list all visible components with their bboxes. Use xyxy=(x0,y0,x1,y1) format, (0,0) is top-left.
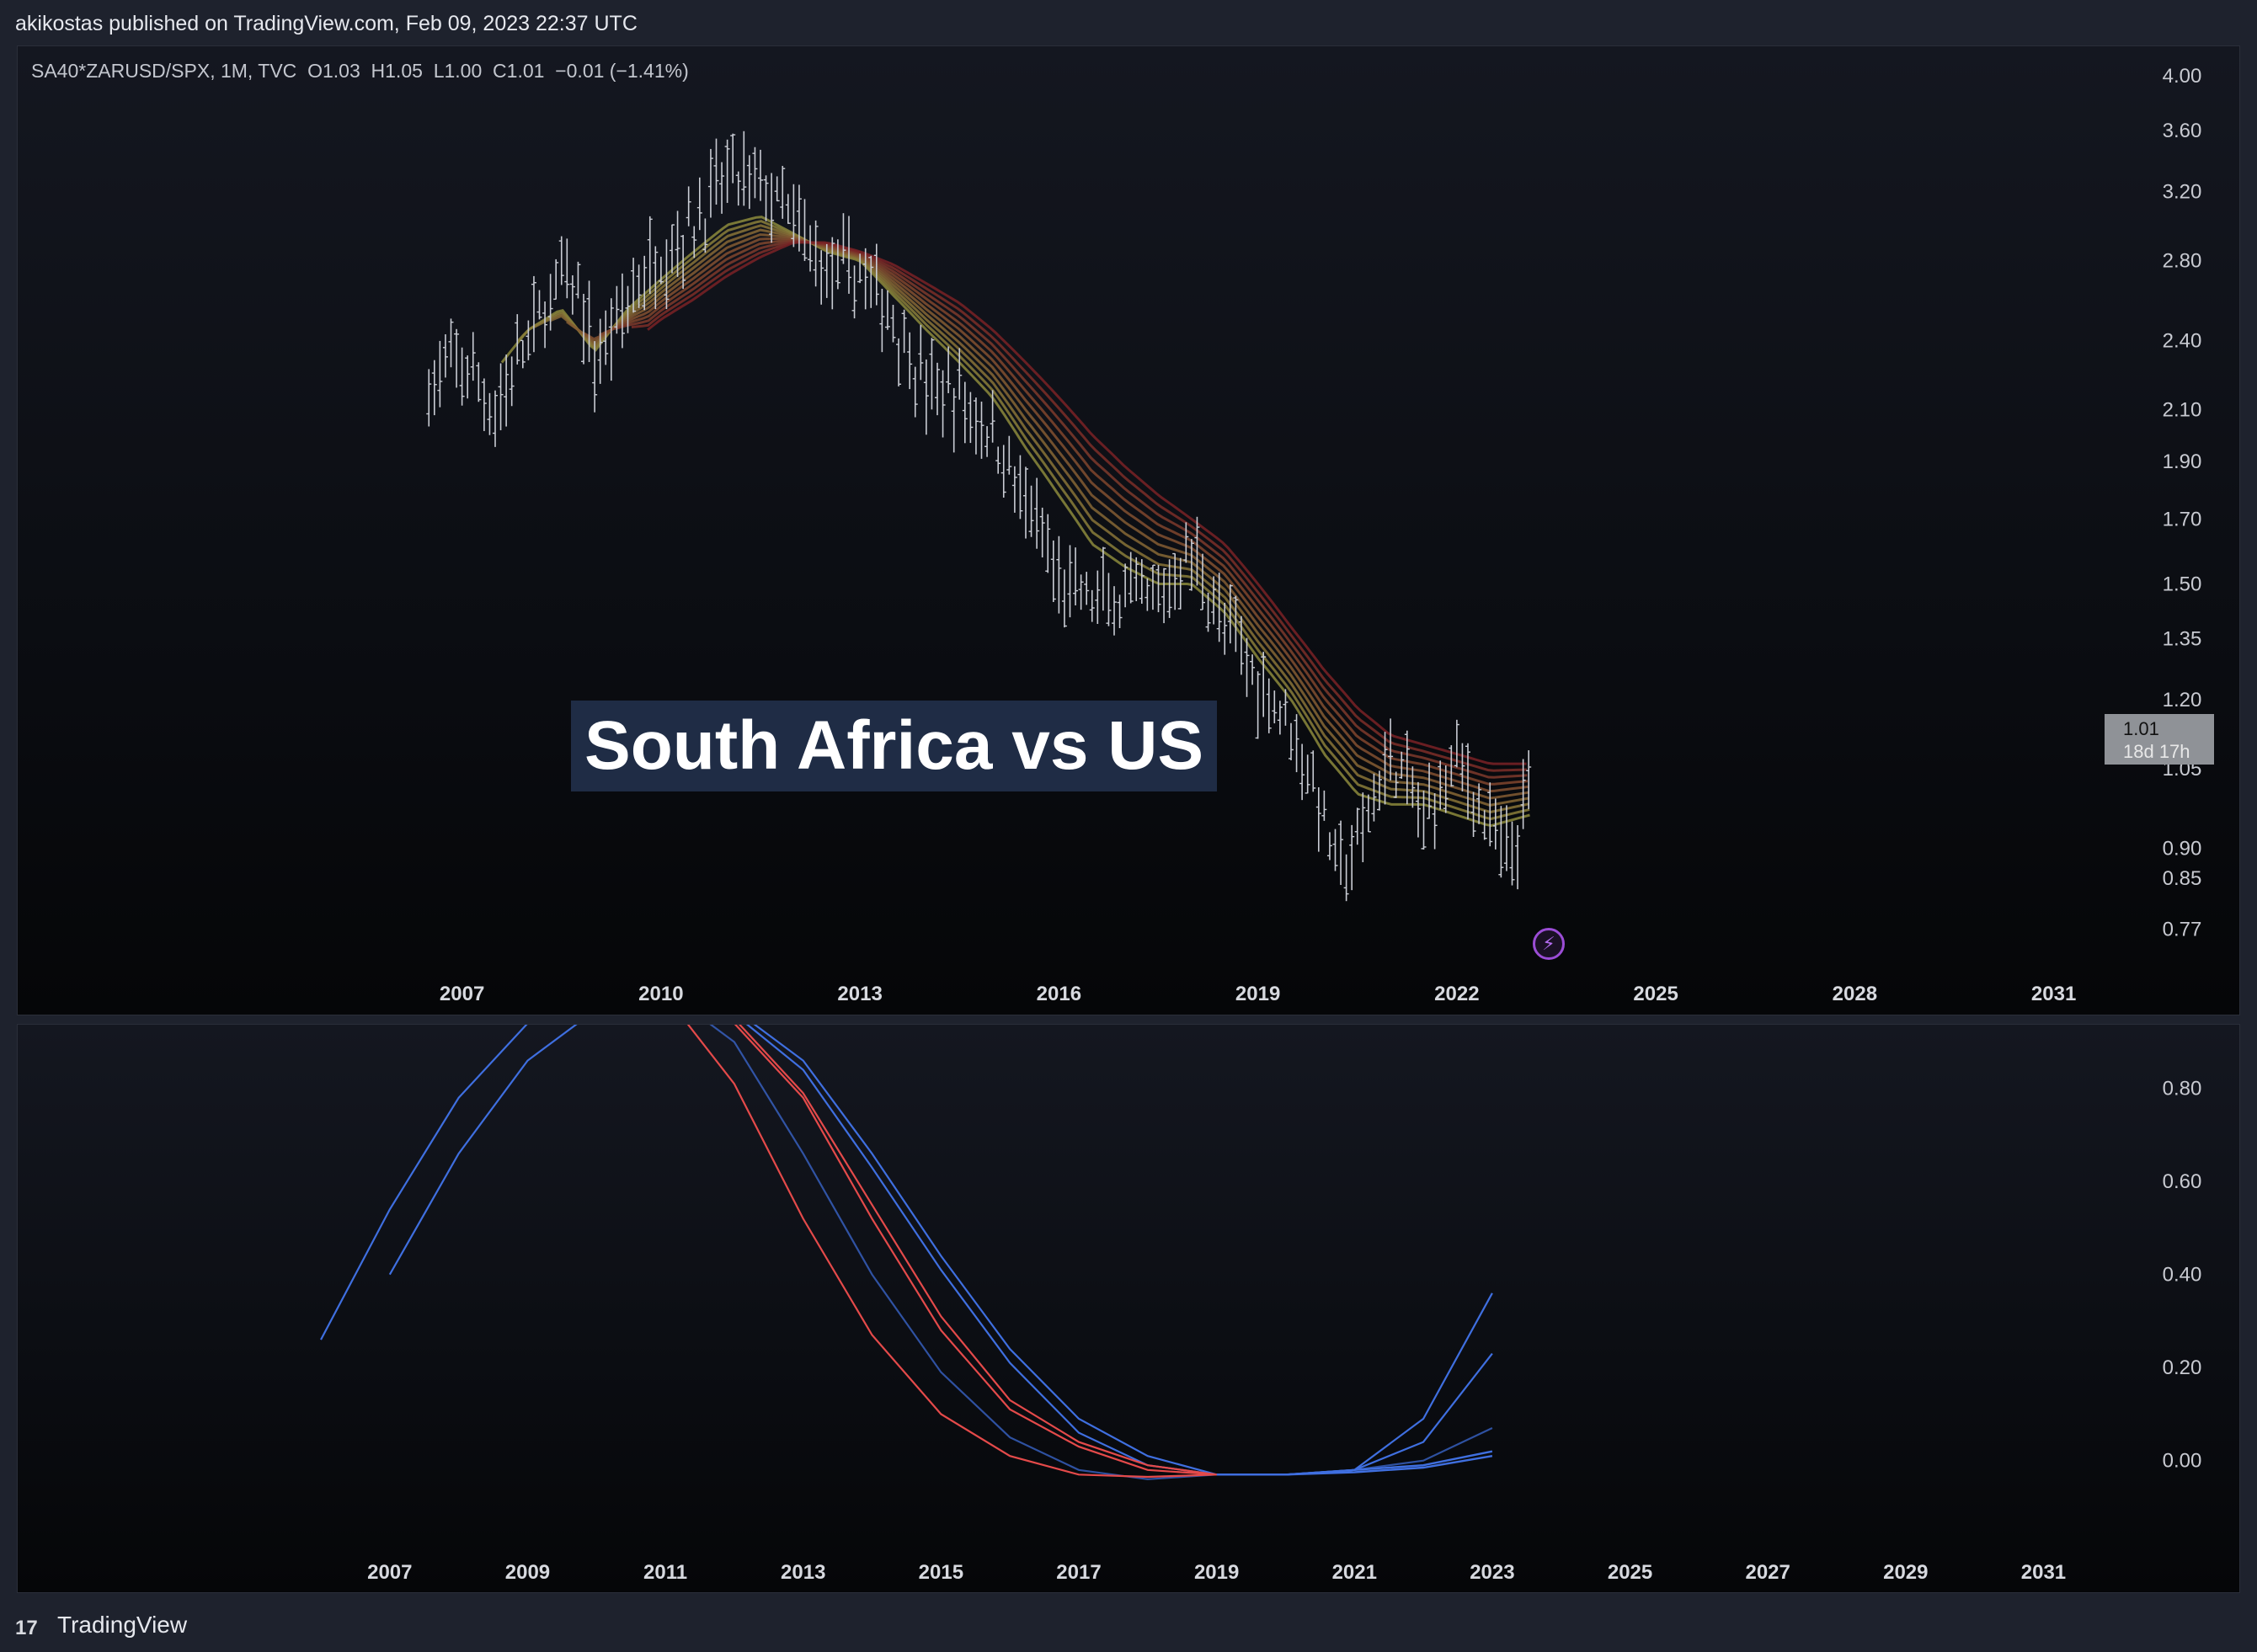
oscillator-line-2 xyxy=(709,1025,1493,1480)
osc-x-tick-label-3: 2013 xyxy=(781,1561,825,1584)
y-tick-label-12: 0.90 xyxy=(2163,838,2202,861)
ma-ribbon-line-2 xyxy=(533,224,1529,814)
lightning-icon[interactable]: ⚡ xyxy=(1533,928,1565,960)
legend-change: −0.01 (−1.41%) xyxy=(555,60,689,82)
osc-x-tick-label-7: 2021 xyxy=(1332,1561,1377,1584)
y-tick-label-5: 2.10 xyxy=(2163,399,2202,422)
symbol-legend: SA40*ZARUSD/SPX, 1M, TVC O1.03 H1.05 L1.… xyxy=(31,60,689,83)
y-tick-label-10: 1.20 xyxy=(2163,689,2202,711)
osc-x-tick-label-4: 2015 xyxy=(919,1561,963,1584)
ma-ribbon-line-1 xyxy=(517,220,1530,821)
x-tick-label-2: 2013 xyxy=(837,983,882,1005)
oscillator-pane[interactable]: 1.000.800.600.400.200.002007200920112013… xyxy=(17,1024,2240,1593)
legend-high-label: H xyxy=(371,60,386,82)
x-tick-label-4: 2019 xyxy=(1235,983,1280,1005)
osc-x-tick-label-9: 2025 xyxy=(1608,1561,1652,1584)
ma-ribbon-line-0 xyxy=(500,216,1530,828)
brand-name[interactable]: TradingView xyxy=(57,1612,188,1638)
oscillator-line-6 xyxy=(734,1025,1217,1476)
osc-x-tick-label-11: 2029 xyxy=(1883,1561,1928,1584)
osc-x-tick-label-5: 2017 xyxy=(1056,1561,1101,1584)
oscillator-line-7 xyxy=(738,1025,1217,1476)
osc-x-tick-label-2: 2011 xyxy=(643,1561,687,1584)
osc-y-tick-label-5: 0.00 xyxy=(2163,1450,2202,1473)
x-tick-label-1: 2010 xyxy=(638,983,683,1005)
price-chart[interactable]: 4.00 3.60 3.20 2.80 2.40 2.10 1.90 1.70 1.50 1.35… xyxy=(18,46,2239,1015)
legend-open-label: O xyxy=(307,60,323,82)
x-tick-label-6: 2025 xyxy=(1633,983,1678,1005)
y-tick-label-9: 1.35 xyxy=(2163,627,2202,650)
oscillator-chart[interactable]: 1.000.800.600.400.200.002007200920112013… xyxy=(18,1025,2239,1592)
oscillator-line-0 xyxy=(320,1025,1493,1476)
legend-high-value: 1.05 xyxy=(385,60,423,82)
ma-ribbon-line-6 xyxy=(598,238,1529,786)
y-tick-label-14: 0.77 xyxy=(2163,919,2202,941)
osc-y-tick-label-1: 0.80 xyxy=(2163,1078,2202,1100)
ma-ribbon-line-4 xyxy=(566,233,1529,800)
last-price-tag: 1.01 18d 17h xyxy=(2105,714,2214,765)
osc-y-tick-label-4: 0.20 xyxy=(2163,1356,2202,1379)
x-tick-label-5: 2022 xyxy=(1434,983,1479,1005)
osc-y-tick-label-3: 0.40 xyxy=(2163,1264,2202,1287)
oscillator-line-4 xyxy=(1216,1455,1493,1476)
oscillator-line-5 xyxy=(686,1025,1217,1479)
y-tick-label-6: 1.90 xyxy=(2163,450,2202,473)
y-tick-label-13: 0.85 xyxy=(2163,867,2202,890)
footer: 17 TradingView xyxy=(0,1600,2257,1652)
osc-x-tick-label-0: 2007 xyxy=(367,1561,412,1584)
tradingview-logo-icon[interactable]: 17 xyxy=(15,1617,38,1639)
osc-y-tick-label-2: 0.60 xyxy=(2163,1170,2202,1193)
y-tick-label-4: 2.40 xyxy=(2163,329,2202,352)
osc-x-tick-label-8: 2023 xyxy=(1470,1561,1514,1584)
oscillator-line-1 xyxy=(388,1025,1493,1476)
ma-ribbon-line-8 xyxy=(631,240,1528,772)
ma-ribbon-line-3 xyxy=(550,228,1529,807)
x-tick-label-7: 2028 xyxy=(1833,983,1877,1005)
attribution-text: akikostas published on TradingView.com, … xyxy=(15,12,638,35)
ma-ribbon-line-9 xyxy=(647,241,1527,765)
legend-close-label: C xyxy=(493,60,507,82)
legend-low-value: 1.00 xyxy=(444,60,483,82)
osc-x-tick-label-10: 2027 xyxy=(1745,1561,1790,1584)
legend-open-value: 1.03 xyxy=(322,60,360,82)
y-tick-label-7: 1.70 xyxy=(2163,509,2202,531)
y-tick-label-8: 1.50 xyxy=(2163,573,2202,596)
bar-countdown: 18d 17h xyxy=(2123,741,2190,762)
price-pane[interactable]: 4.00 3.60 3.20 2.80 2.40 2.10 1.90 1.70 1.50 1.35… xyxy=(17,45,2240,1015)
ma-ribbon-line-7 xyxy=(615,239,1528,779)
y-tick-label-2: 3.20 xyxy=(2163,180,2202,203)
legend-low-label: L xyxy=(433,60,445,82)
osc-x-tick-label-12: 2031 xyxy=(2021,1561,2066,1584)
publish-header: akikostas published on TradingView.com, … xyxy=(0,0,2257,45)
x-tick-label-0: 2007 xyxy=(440,983,484,1005)
x-tick-label-3: 2016 xyxy=(1037,983,1081,1005)
osc-x-tick-label-6: 2019 xyxy=(1194,1561,1239,1584)
ma-ribbon-line-5 xyxy=(582,237,1529,793)
osc-x-tick-label-1: 2009 xyxy=(505,1561,550,1584)
last-price-value: 1.01 xyxy=(2123,718,2159,739)
y-tick-label-3: 2.80 xyxy=(2163,250,2202,273)
legend-symbol: SA40*ZARUSD/SPX, 1M, TVC xyxy=(31,60,297,82)
legend-close-value: 1.01 xyxy=(506,60,545,82)
y-tick-label-1: 3.60 xyxy=(2163,120,2202,142)
y-tick-label-0: 4.00 xyxy=(2163,65,2202,88)
x-tick-label-8: 2031 xyxy=(2031,983,2076,1005)
chart-annotation[interactable]: South Africa vs US xyxy=(571,701,1218,791)
